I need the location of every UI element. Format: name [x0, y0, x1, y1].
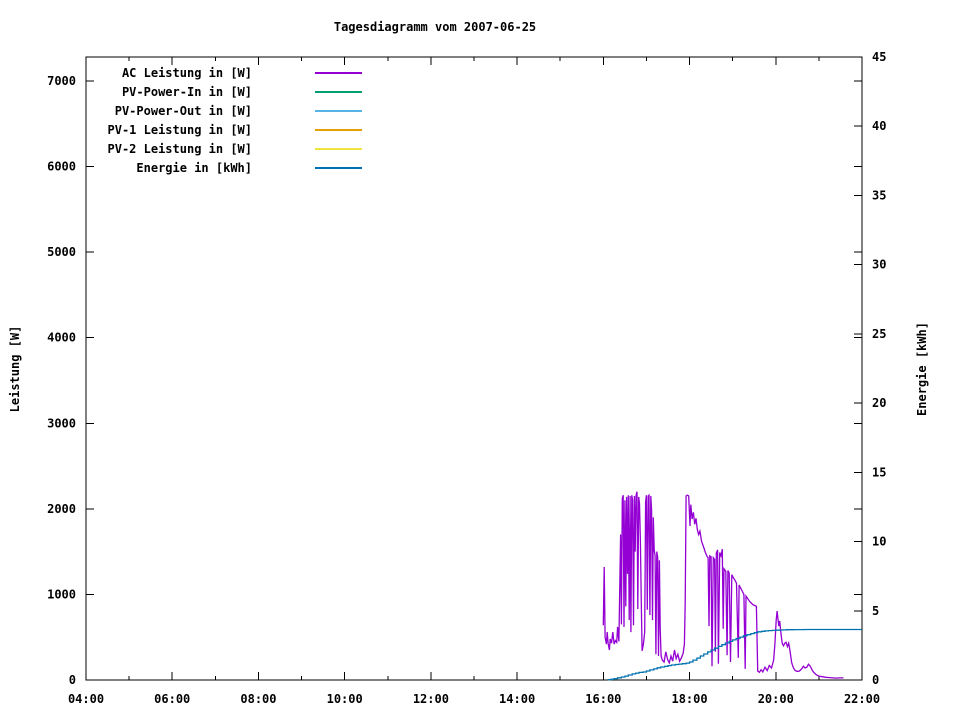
legend-item-pv2-leistung: PV-2 Leistung in [W]	[90, 139, 362, 158]
legend-label: Energie in [kWh]	[136, 161, 252, 175]
y2-tick-label: 25	[872, 327, 886, 341]
y2-tick-label: 45	[872, 50, 886, 64]
legend-item-pv-power-in: PV-Power-In in [W]	[90, 82, 362, 101]
y1-axis-title: Leistung [W]	[8, 325, 22, 413]
y2-tick-label: 5	[872, 604, 879, 618]
y1-tick-label: 3000	[47, 416, 76, 430]
legend-line-sample	[315, 129, 362, 132]
legend-label: PV-2 Leistung in [W]	[107, 142, 253, 156]
x-tick-label: 12:00	[413, 692, 449, 706]
y2-tick-label: 35	[872, 188, 886, 202]
legend-item-ac-leistung: AC Leistung in [W]	[90, 63, 362, 82]
x-tick-label: 08:00	[240, 692, 276, 706]
legend-label: PV-Power-Out in [W]	[114, 104, 252, 118]
y2-tick-label: 15	[872, 465, 886, 479]
y1-tick-label: 7000	[47, 74, 76, 88]
x-tick-label: 04:00	[68, 692, 104, 706]
series-line-0	[602, 491, 844, 679]
legend-label: PV-Power-In in [W]	[121, 85, 252, 99]
x-tick-label: 16:00	[585, 692, 621, 706]
y2-tick-label: 20	[872, 396, 886, 410]
y1-tick-label: 0	[69, 673, 76, 687]
x-tick-label: 06:00	[154, 692, 190, 706]
x-tick-label: 10:00	[327, 692, 363, 706]
x-tick-label: 18:00	[671, 692, 707, 706]
y2-tick-label: 10	[872, 535, 886, 549]
legend-item-pv1-leistung: PV-1 Leistung in [W]	[90, 120, 362, 139]
y2-axis-title: Energie [kWh]	[915, 322, 929, 416]
legend-line-sample	[315, 91, 362, 94]
legend-line-sample	[315, 110, 362, 113]
y2-tick-label: 0	[872, 673, 879, 687]
x-tick-label: 22:00	[844, 692, 880, 706]
legend-line-sample	[315, 167, 362, 170]
y1-tick-label: 1000	[47, 587, 76, 601]
x-tick-label: 20:00	[758, 692, 794, 706]
legend: AC Leistung in [W] PV-Power-In in [W] PV…	[90, 63, 362, 177]
legend-line-sample	[315, 148, 362, 151]
y1-tick-label: 5000	[47, 245, 76, 259]
x-tick-label: 14:00	[499, 692, 535, 706]
legend-item-pv-power-out: PV-Power-Out in [W]	[90, 101, 362, 120]
y1-tick-label: 6000	[47, 160, 76, 174]
y1-tick-label: 4000	[47, 331, 76, 345]
legend-item-energie: Energie in [kWh]	[90, 158, 362, 177]
y2-tick-label: 40	[872, 119, 886, 133]
chart-title: Tagesdiagramm vom 2007-06-25	[333, 20, 537, 34]
legend-label: AC Leistung in [W]	[121, 66, 252, 80]
legend-label: PV-1 Leistung in [W]	[107, 123, 253, 137]
series-line-5	[607, 628, 862, 681]
y2-tick-label: 30	[872, 258, 886, 272]
y1-tick-label: 2000	[47, 502, 76, 516]
legend-line-sample	[315, 72, 362, 75]
